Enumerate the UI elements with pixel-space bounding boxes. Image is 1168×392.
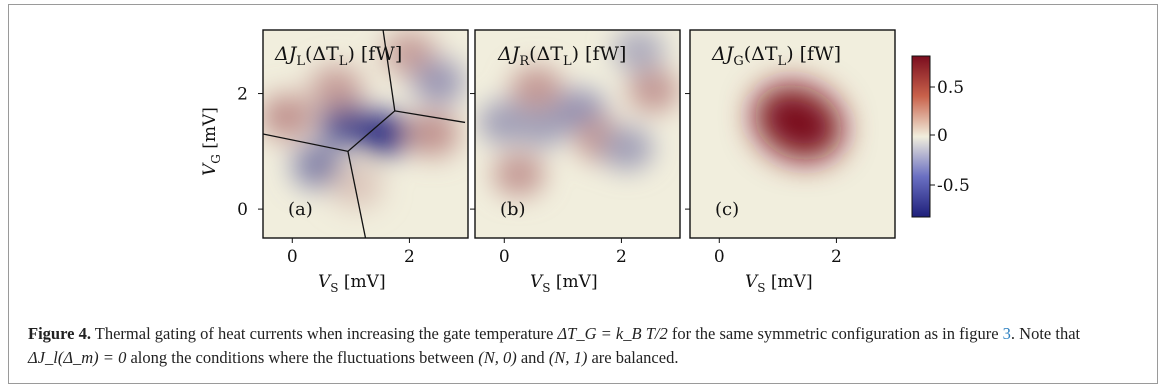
caption-text: Thermal gating of heat currents when inc…	[90, 324, 558, 343]
caption-label: Figure 4.	[28, 324, 91, 343]
y-axis-label: VG [mV]	[200, 107, 223, 176]
caption-math: ΔT_G = k_B T/2	[557, 324, 668, 343]
panel-c-tag: (c)	[715, 199, 739, 220]
heatmap-feature	[310, 65, 363, 110]
heatmap-feature	[263, 94, 313, 139]
heatmap-feature	[406, 112, 459, 156]
caption-math: ΔJ_l(Δ_m) = 0	[28, 348, 127, 367]
panel-c: ΔJG(ΔTL) [fW] (c)	[689, 29, 896, 239]
panel-a: ΔJL(ΔTL) [fW] (a)	[262, 29, 469, 239]
colorbar-tick-label: 0	[937, 126, 948, 146]
heatmap-feature	[753, 84, 843, 161]
caption-math: (N, 0)	[478, 348, 517, 367]
figure-caption: Figure 4. Thermal gating of heat current…	[28, 322, 1148, 370]
heatmap-feature	[601, 126, 654, 171]
panel-c-heatmap	[753, 84, 843, 161]
figure-frame	[8, 4, 1158, 384]
x-tick-label: 2	[616, 247, 627, 267]
x-tick-label: 0	[499, 247, 510, 267]
colorbar-tick-label: -0.5	[937, 176, 970, 196]
panel-b-heatmap	[478, 30, 680, 197]
heatmap-feature	[478, 100, 531, 145]
panel-a-title: ΔJL(ΔTL) [fW]	[274, 43, 402, 69]
panel-b: ΔJR(ΔTL) [fW] (b)	[474, 29, 681, 239]
panel-a-tag: (a)	[288, 199, 313, 220]
y-tick-label: 2	[237, 85, 248, 105]
transition-line	[382, 30, 396, 111]
colorbar-tick-label: 0.5	[937, 78, 964, 98]
caption-text: and	[516, 348, 549, 367]
caption-math: (N, 1)	[548, 348, 588, 367]
heatmap-feature	[412, 60, 465, 104]
heatmap-feature	[330, 164, 383, 208]
caption-text: along the conditions where the fluctuati…	[126, 348, 479, 367]
colorbar: 0.5 0 -0.5	[911, 55, 970, 218]
x-axis-label-a: VS [mV]	[318, 272, 386, 295]
heatmap-feature	[357, 112, 410, 156]
heatmap-feature	[383, 31, 436, 76]
panel-c-frame	[689, 29, 896, 239]
caption-text: . Note that	[1010, 324, 1081, 343]
panel-a-boundaries	[263, 30, 466, 238]
panel-b-title: ΔJR(ΔTL) [fW]	[497, 43, 626, 69]
colorbar-gradient	[911, 55, 931, 218]
caption-text: for the same symmetric configuration as …	[667, 324, 1003, 343]
panel-b-tag: (b)	[500, 199, 526, 220]
heatmap-feature	[492, 152, 545, 197]
x-axis-label-b: VS [mV]	[530, 272, 598, 295]
axis-ticks: 0 2 0 2 0 2 0 2	[237, 85, 842, 267]
transition-line	[263, 110, 466, 153]
panel-b-frame	[474, 29, 681, 239]
y-tick-label: 0	[237, 200, 248, 220]
x-tick-label: 0	[287, 247, 298, 267]
x-axis-label-c: VS [mV]	[745, 272, 813, 295]
panel-a-heatmap	[263, 31, 465, 208]
x-tick-label: 0	[714, 247, 725, 267]
heatmap-feature	[627, 68, 680, 113]
x-tick-label: 2	[404, 247, 415, 267]
heatmap-feature	[292, 143, 345, 188]
figure-reference-link[interactable]: 3	[1002, 324, 1011, 343]
panel-c-title: ΔJG(ΔTL) [fW]	[711, 43, 841, 69]
x-tick-label: 2	[831, 247, 842, 267]
heatmap-feature	[613, 30, 665, 73]
transition-line	[347, 151, 367, 238]
figure-canvas: ΔJL(ΔTL) [fW] (a) ΔJR(ΔTL) [fW] (b) ΔJG(…	[200, 29, 970, 295]
heatmap-feature	[510, 65, 563, 110]
panel-a-frame	[262, 29, 469, 239]
caption-text: are balanced.	[587, 348, 679, 367]
